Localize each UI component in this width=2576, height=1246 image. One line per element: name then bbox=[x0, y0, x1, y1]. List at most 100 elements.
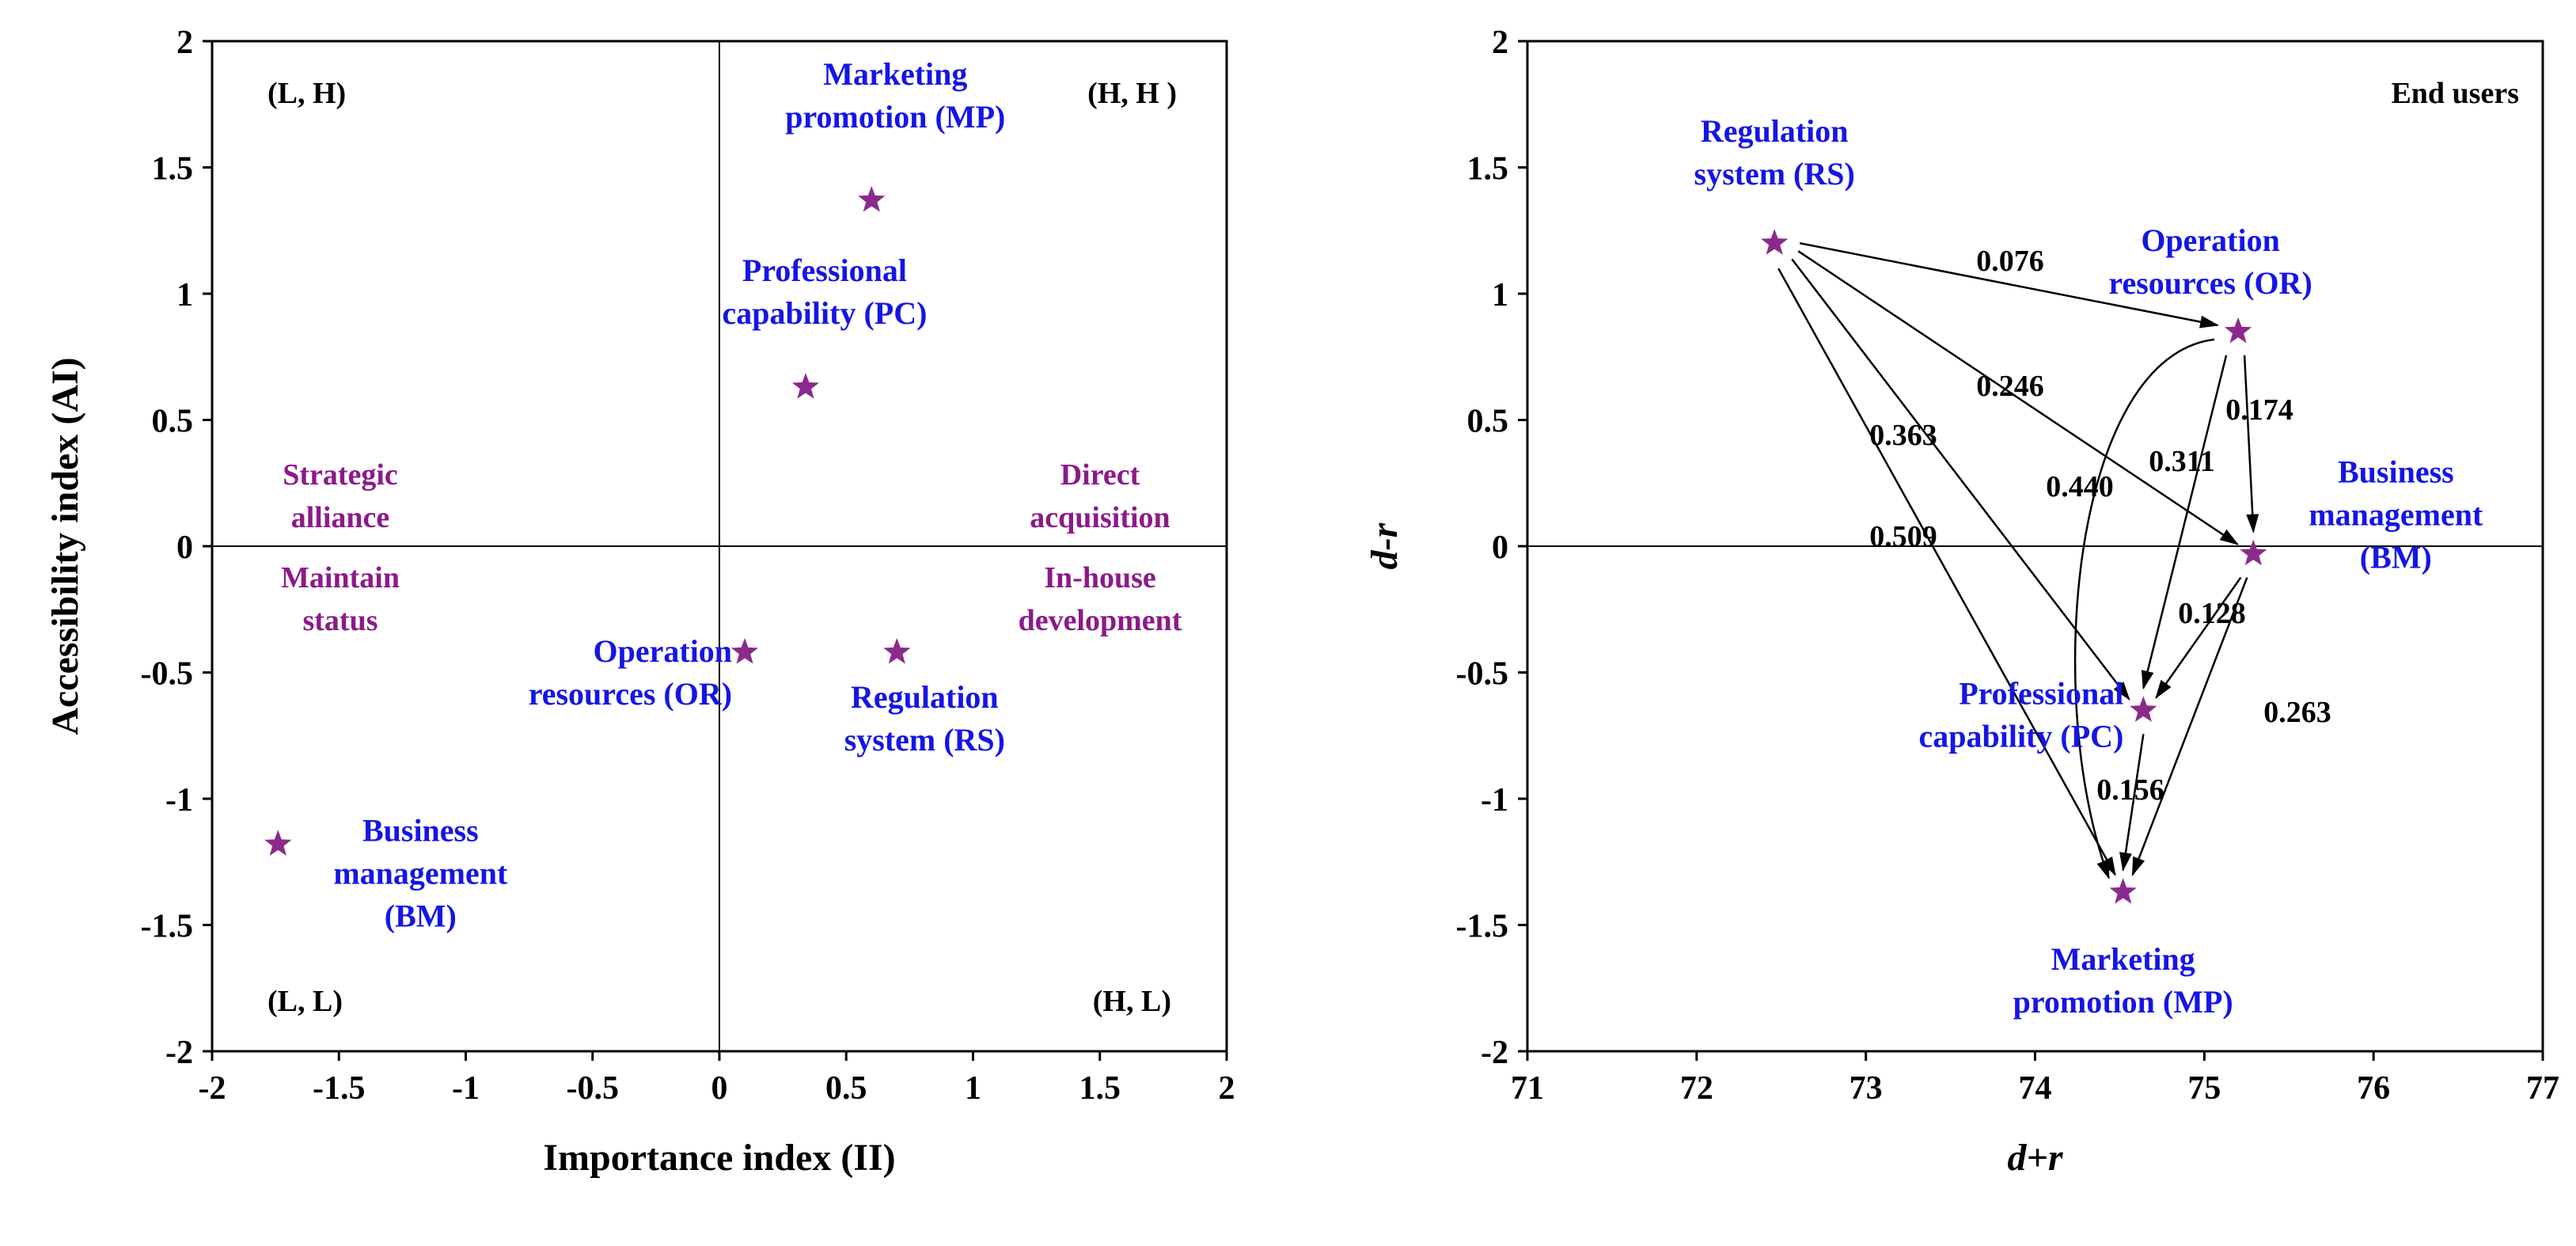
strategy-label-line: development bbox=[1019, 604, 1182, 637]
edge-weight-rs-or: 0.076 bbox=[1976, 245, 2044, 278]
x-tick-label: 1 bbox=[965, 1070, 981, 1107]
quadrant-label: (L, H) bbox=[267, 77, 346, 110]
strategy-label: Direct acquisition bbox=[1030, 458, 1170, 534]
strategy-label-line: alliance bbox=[291, 501, 390, 534]
y-tick-label: 0.5 bbox=[1467, 404, 1509, 440]
y-tick-label: 0.5 bbox=[152, 404, 194, 440]
y-tick-label: -0.5 bbox=[141, 656, 194, 693]
x-tick-label: -2 bbox=[199, 1070, 226, 1107]
edge-rs-bm bbox=[1797, 250, 2240, 545]
y-tick-label: -1 bbox=[1481, 782, 1508, 819]
importance-accessibility-chart: -2 -1.5 -1 -0.5 0 0.5 1 1.5 2 2 1.5 1 0.5 0 -0.5 -1 -1.5… bbox=[44, 25, 1235, 1179]
x-tick-label: -0.5 bbox=[567, 1070, 620, 1107]
point-label-or-line: Operation bbox=[594, 633, 733, 669]
point-marker-bm bbox=[264, 830, 292, 856]
node-label-rs: Regulation system (RS) bbox=[1694, 113, 1855, 192]
strategy-label-line: Strategic bbox=[283, 458, 398, 492]
node-label-pc-line: capability (PC) bbox=[1918, 718, 2123, 754]
point-marker-pc bbox=[791, 373, 820, 399]
node-label-bm-line: management bbox=[2309, 497, 2483, 533]
edge-weight-rs-mp: 0.509 bbox=[1869, 520, 1937, 553]
strategy-label-line: Direct bbox=[1060, 458, 1140, 492]
x-tick-label: 75 bbox=[2187, 1070, 2221, 1107]
point-label-bm-line: (BM) bbox=[385, 898, 457, 933]
node-label-or-line: Operation bbox=[2141, 222, 2280, 258]
node-label-rs-line: Regulation bbox=[1701, 113, 1849, 149]
strategy-label-line: acquisition bbox=[1030, 501, 1170, 534]
y-tick-label: 0 bbox=[1492, 530, 1508, 566]
strategy-label: Maintain status bbox=[281, 561, 400, 637]
edge-weight-bm-mp: 0.263 bbox=[2263, 696, 2331, 729]
point-label-mp-line: promotion (MP) bbox=[785, 99, 1005, 135]
node-label-pc: Professional capability (PC) bbox=[1918, 675, 2123, 754]
node-label-mp: Marketing promotion (MP) bbox=[2013, 941, 2233, 1020]
x-tick-label: 2 bbox=[1219, 1070, 1235, 1107]
point-label-bm-line: Business bbox=[362, 812, 479, 848]
node-marker-pc bbox=[2130, 696, 2157, 722]
x-tick-label: 72 bbox=[1680, 1070, 1713, 1107]
point-marker-rs bbox=[883, 638, 911, 664]
y-tick-label: 1.5 bbox=[1467, 151, 1509, 188]
point-label-mp: Marketing promotion (MP) bbox=[785, 56, 1005, 135]
edge-bm-pc bbox=[2155, 576, 2242, 699]
node-label-or: Operation resources (OR) bbox=[2108, 222, 2312, 301]
point-marker-mp bbox=[858, 186, 886, 212]
strategy-label-line: status bbox=[302, 604, 377, 637]
node-marker-mp bbox=[2109, 878, 2137, 904]
strategy-label: In-house development bbox=[1019, 561, 1182, 637]
node-label-mp-line: promotion (MP) bbox=[2013, 984, 2233, 1020]
strategy-label-line: Maintain bbox=[281, 561, 400, 595]
edge-weight-rs-pc: 0.363 bbox=[1869, 419, 1937, 452]
point-label-bm: Business management (BM) bbox=[333, 812, 508, 933]
node-marker-bm bbox=[2240, 539, 2267, 566]
quadrant-label: (H, L) bbox=[1093, 985, 1171, 1018]
edge-or-pc bbox=[2141, 355, 2228, 690]
edge-rs-pc bbox=[1791, 258, 2130, 701]
point-label-or: Operation resources (OR) bbox=[529, 633, 732, 712]
x-axis-title: Importance index (II) bbox=[543, 1137, 895, 1179]
y-tick-label: 1 bbox=[176, 277, 193, 313]
edge-rs-or bbox=[1799, 241, 2220, 329]
edge-pc-mp bbox=[2119, 734, 2145, 872]
y-tick-label: -2 bbox=[1481, 1035, 1508, 1071]
node-label-bm-line: Business bbox=[2338, 454, 2454, 490]
y-tick-label: -1 bbox=[165, 782, 193, 819]
point-label-pc-line: capability (PC) bbox=[723, 295, 928, 331]
point-label-mp-line: Marketing bbox=[823, 56, 967, 92]
strategy-label-line: In-house bbox=[1044, 561, 1156, 595]
node-label-pc-line: Professional bbox=[1959, 675, 2123, 711]
point-label-rs-line: system (RS) bbox=[844, 722, 1005, 758]
edge-or-mp bbox=[2073, 338, 2215, 879]
node-label-rs-line: system (RS) bbox=[1694, 156, 1855, 192]
y-tick-label: -2 bbox=[165, 1035, 193, 1071]
edge-weight-rs-bm: 0.246 bbox=[1976, 370, 2044, 403]
y-tick-label: 0 bbox=[176, 530, 193, 566]
point-label-pc-line: Professional bbox=[742, 253, 907, 288]
edge-or-bm bbox=[2243, 355, 2259, 534]
x-tick-label: 1.5 bbox=[1079, 1070, 1121, 1107]
node-marker-or bbox=[2225, 317, 2252, 344]
node-marker-rs bbox=[1761, 229, 1789, 255]
point-label-bm-line: management bbox=[333, 855, 508, 891]
edge-weight-bm-pc: 0.128 bbox=[2178, 597, 2246, 630]
node-label-mp-line: Marketing bbox=[2051, 941, 2195, 977]
point-marker-or bbox=[730, 638, 759, 664]
point-label-rs: Regulation system (RS) bbox=[844, 679, 1005, 758]
node-label-bm: Business management (BM) bbox=[2309, 454, 2483, 576]
panel-title: End users bbox=[2391, 77, 2519, 110]
node-label-bm-line: (BM) bbox=[2360, 540, 2432, 576]
edge-weight-pc-mp: 0.156 bbox=[2096, 773, 2164, 807]
node-label-or-line: resources (OR) bbox=[2108, 265, 2312, 301]
y-axis-title: Accessibility index (AI) bbox=[44, 357, 86, 735]
x-tick-label: 76 bbox=[2357, 1070, 2390, 1107]
x-tick-label: -1.5 bbox=[313, 1070, 366, 1107]
x-tick-label: 77 bbox=[2526, 1070, 2559, 1107]
edge-bm-mp bbox=[2131, 577, 2248, 876]
y-tick-label: -1.5 bbox=[141, 909, 194, 945]
x-tick-label: 74 bbox=[2019, 1070, 2052, 1107]
x-tick-label: 0.5 bbox=[825, 1070, 867, 1107]
point-label-rs-line: Regulation bbox=[851, 679, 999, 715]
x-tick-label: 71 bbox=[1511, 1070, 1544, 1107]
y-tick-label: -1.5 bbox=[1456, 909, 1509, 945]
